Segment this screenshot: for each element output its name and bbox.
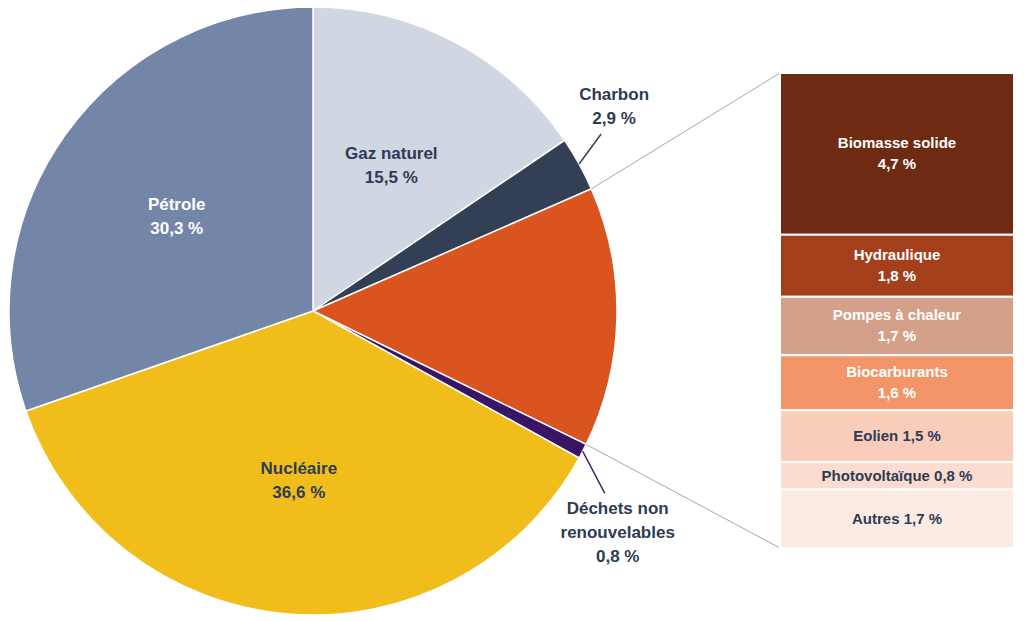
svg-text:Pétrole30,3 %: Pétrole30,3 % bbox=[148, 195, 206, 238]
svg-text:Hydraulique1,8 %: Hydraulique1,8 % bbox=[854, 246, 941, 284]
svg-text:Photovoltaïque 0,8 %: Photovoltaïque 0,8 % bbox=[822, 467, 973, 484]
svg-text:Nucléaire36,6 %: Nucléaire36,6 % bbox=[261, 459, 338, 502]
svg-text:Gaz naturel15,5 %: Gaz naturel15,5 % bbox=[345, 144, 438, 187]
svg-text:Déchets nonrenouvelables0,8 %: Déchets nonrenouvelables0,8 % bbox=[561, 499, 675, 566]
svg-text:Pompes à chaleur1,7 %: Pompes à chaleur1,7 % bbox=[833, 306, 962, 344]
svg-text:Charbon2,9 %: Charbon2,9 % bbox=[579, 85, 649, 128]
svg-text:Autres 1,7 %: Autres 1,7 % bbox=[852, 510, 942, 527]
svg-text:Biomasse solide4,7 %: Biomasse solide4,7 % bbox=[838, 134, 956, 172]
svg-text:Biocarburants1,6 %: Biocarburants1,6 % bbox=[846, 363, 948, 401]
svg-text:Eolien 1,5 %: Eolien 1,5 % bbox=[853, 427, 941, 444]
